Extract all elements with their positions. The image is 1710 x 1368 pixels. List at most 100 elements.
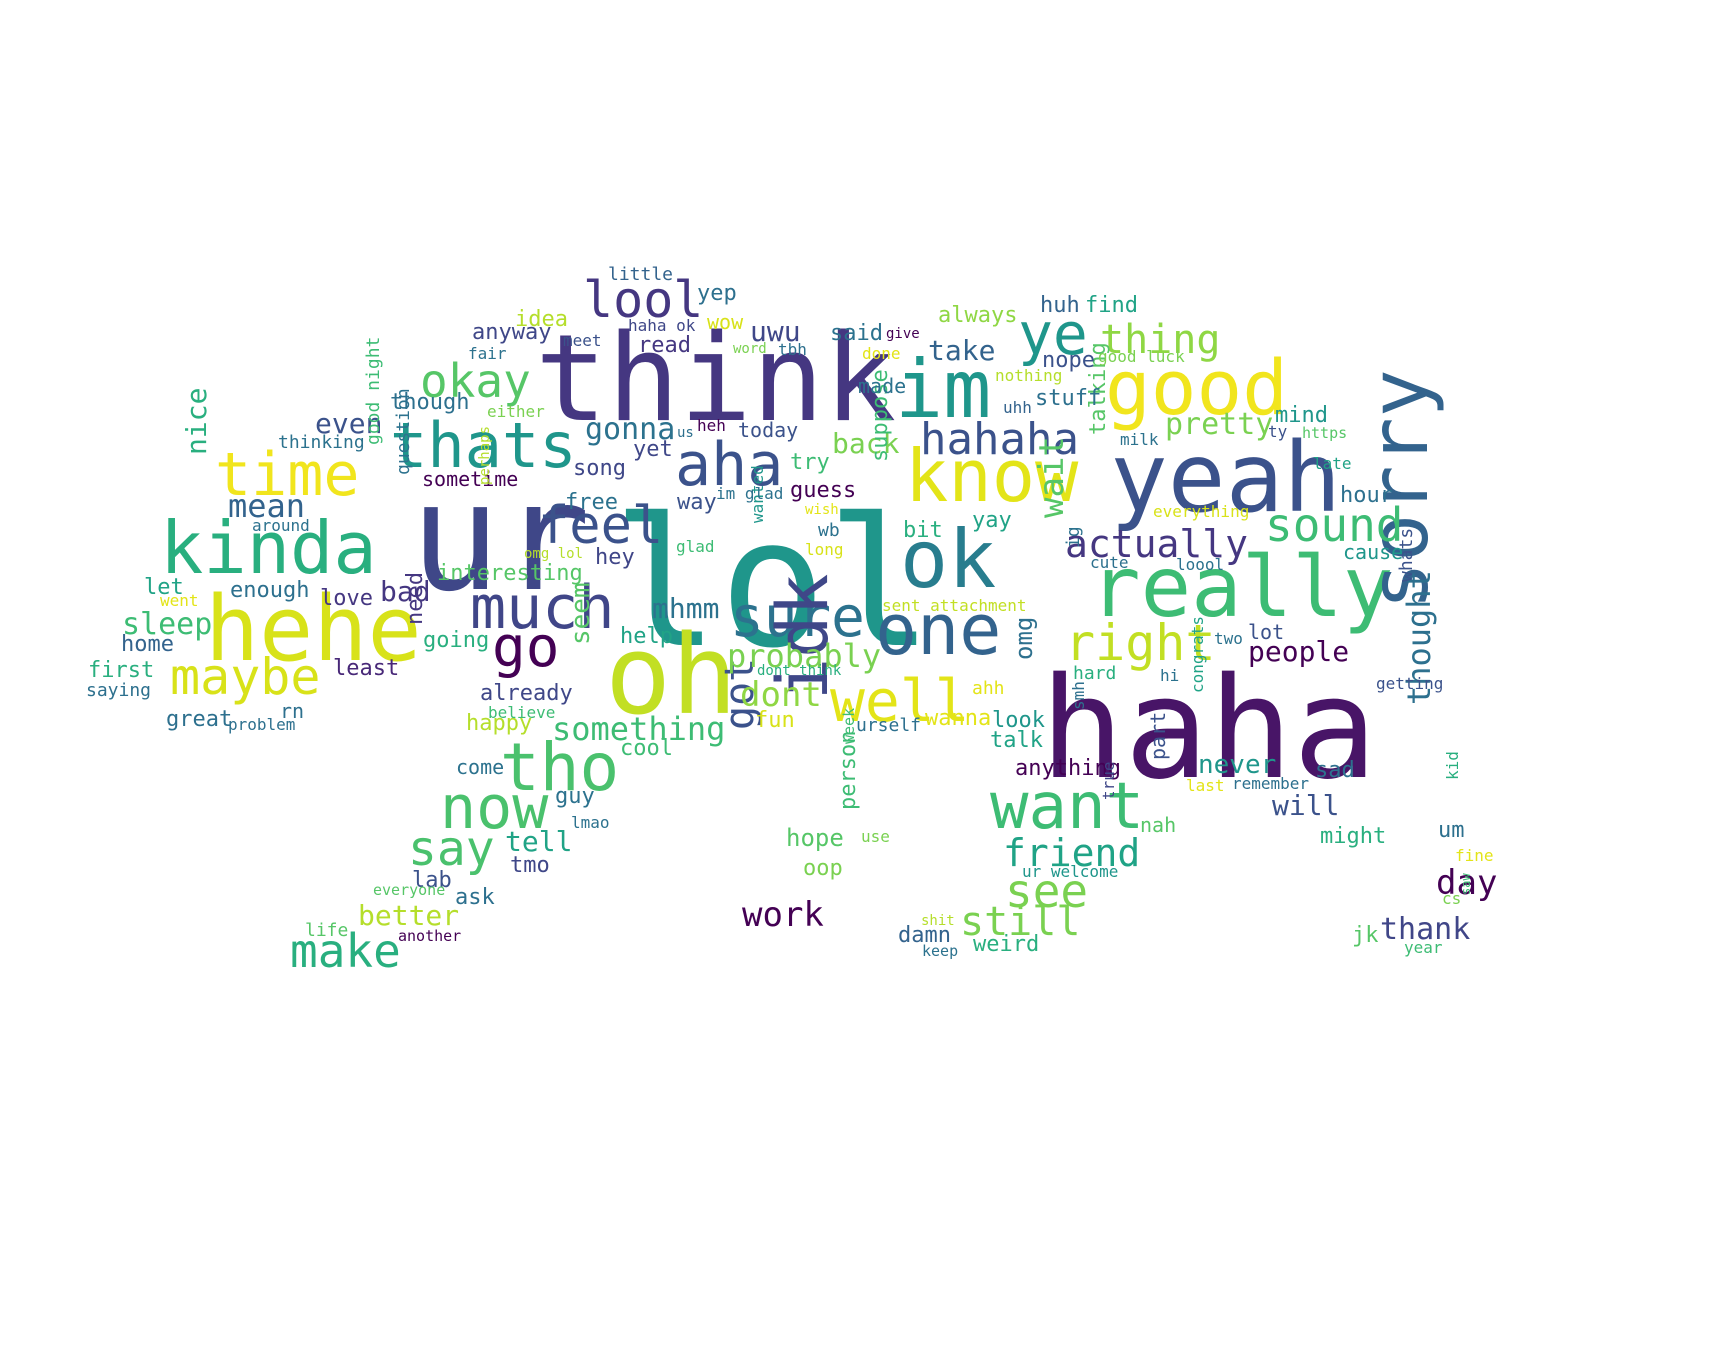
- cloud-word: great: [166, 707, 233, 732]
- cloud-word: ty: [1268, 422, 1288, 441]
- cloud-word: either: [487, 402, 545, 421]
- cloud-word: help: [620, 624, 673, 649]
- cloud-word: around: [252, 516, 310, 535]
- cloud-word: omg: [1010, 616, 1038, 660]
- cloud-word: huh: [1040, 293, 1080, 318]
- cloud-word: ask: [455, 885, 495, 910]
- cloud-word: haha: [1040, 648, 1378, 811]
- cloud-word: maybe: [170, 648, 321, 706]
- cloud-word: need: [403, 572, 428, 625]
- cloud-word: make: [290, 924, 401, 978]
- cloud-word: late: [1313, 454, 1352, 473]
- cloud-word: know: [905, 434, 1079, 518]
- cloud-word: thinking: [278, 432, 365, 453]
- cloud-word: cool: [620, 736, 673, 761]
- cloud-word: yep: [697, 281, 737, 306]
- cloud-word: first: [88, 658, 155, 683]
- cloud-word: gonna: [585, 412, 676, 447]
- cloud-word: oop: [803, 856, 843, 881]
- cloud-word: true: [1099, 761, 1118, 800]
- cloud-word: seem: [566, 582, 596, 645]
- cloud-word: really: [1090, 538, 1394, 636]
- cloud-word: haha ok: [628, 316, 696, 335]
- cloud-word: tell: [505, 825, 573, 858]
- cloud-word: feel: [538, 496, 664, 556]
- cloud-word: wait: [1032, 436, 1072, 518]
- cloud-word: now: [440, 773, 549, 843]
- cloud-word: sometime: [422, 467, 519, 491]
- cloud-word: thing: [1100, 317, 1221, 363]
- cloud-word: lol: [612, 480, 934, 687]
- cloud-word: idea: [515, 307, 568, 332]
- cloud-word: might: [1320, 824, 1387, 849]
- cloud-word: hi: [1160, 666, 1180, 685]
- cloud-word: ur: [410, 451, 591, 625]
- cloud-word: use: [861, 827, 890, 846]
- cloud-word: anything: [1015, 756, 1121, 781]
- cloud-word: friend: [1003, 831, 1141, 875]
- cloud-word: stuff: [1035, 386, 1102, 411]
- cloud-word: heh: [697, 416, 726, 435]
- cloud-word: smh: [1069, 681, 1088, 710]
- cloud-word: good luck: [1098, 347, 1185, 366]
- cloud-word: sad: [1315, 758, 1355, 783]
- cloud-word: said: [830, 321, 883, 346]
- cloud-word: milk: [1120, 430, 1159, 449]
- cloud-word: find: [1085, 293, 1138, 318]
- cloud-word: going: [423, 628, 490, 653]
- cloud-word: life: [305, 920, 349, 941]
- cloud-word: look: [992, 708, 1045, 733]
- cloud-word: read: [638, 333, 691, 358]
- cloud-word: mean: [228, 487, 306, 525]
- cloud-word: uwu: [750, 315, 801, 348]
- cloud-word: bad: [380, 575, 431, 608]
- cloud-word: already: [480, 681, 573, 706]
- cloud-word: wish: [805, 502, 839, 518]
- cloud-word: love: [320, 586, 373, 611]
- cloud-word: nope: [1042, 348, 1095, 373]
- cloud-word: last: [1186, 776, 1225, 795]
- cloud-word: remember: [1232, 774, 1310, 793]
- cloud-word: okay: [420, 354, 531, 408]
- cloud-word: today: [738, 418, 799, 442]
- cloud-word: hard: [1073, 663, 1117, 684]
- cloud-word: wow: [707, 310, 744, 334]
- cloud-word: problem: [228, 715, 296, 734]
- cloud-word: though: [390, 390, 470, 415]
- cloud-word: wanna: [925, 706, 992, 731]
- cloud-word: time: [215, 440, 360, 510]
- cloud-word: much: [470, 573, 615, 643]
- cloud-word: tho: [500, 729, 620, 806]
- cloud-word: lmao: [571, 813, 610, 832]
- cloud-word: something: [552, 710, 726, 748]
- cloud-word: lab: [412, 868, 452, 893]
- cloud-word: perhaps: [477, 425, 493, 485]
- cloud-word: meet: [563, 331, 602, 350]
- cloud-word: one: [875, 589, 1002, 671]
- cloud-word: done: [862, 344, 901, 363]
- cloud-word: little: [608, 264, 674, 285]
- cloud-word: cause: [1343, 540, 1404, 564]
- cloud-word: actually: [1065, 522, 1249, 566]
- cloud-word: whats: [1396, 527, 1417, 582]
- cloud-word: hey: [595, 545, 635, 570]
- cloud-word: loool: [1176, 555, 1225, 574]
- cloud-word: kid: [1443, 751, 1462, 780]
- cloud-word: day: [1436, 863, 1498, 903]
- cloud-word: talk: [990, 728, 1043, 753]
- cloud-word: give: [886, 326, 920, 342]
- cloud-word: least: [333, 656, 400, 681]
- cloud-word: still: [960, 899, 1081, 945]
- cloud-word: part: [1146, 711, 1170, 760]
- cloud-word: oh: [605, 611, 738, 739]
- cloud-word: urself: [856, 715, 922, 736]
- cloud-word: dont think: [757, 663, 842, 679]
- cloud-word: saying: [86, 680, 152, 701]
- cloud-word: two: [1214, 629, 1243, 648]
- cloud-word: home: [121, 632, 174, 657]
- cloud-word: take: [928, 334, 996, 367]
- cloud-word: tbh: [778, 340, 807, 359]
- cloud-word: nah: [1140, 813, 1177, 837]
- cloud-word: let: [144, 575, 184, 600]
